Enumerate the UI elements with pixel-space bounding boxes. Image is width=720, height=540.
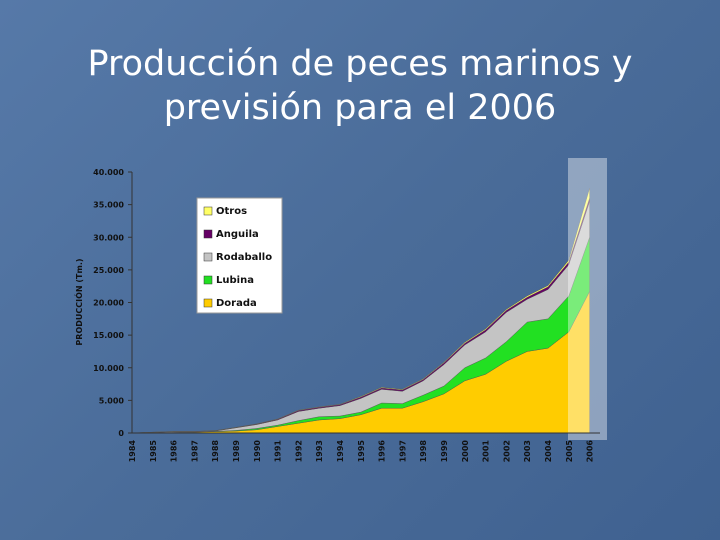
x-tick-label: 2000 [461, 440, 470, 463]
x-tick-label: 2001 [482, 440, 491, 463]
y-axis-label: PRODUCCIÓN (Tm.) [73, 258, 84, 345]
x-tick-label: 1984 [128, 440, 137, 463]
x-tick-label: 1987 [190, 440, 199, 462]
x-tick-label: 1999 [440, 440, 449, 463]
x-tick-label: 1989 [232, 440, 241, 463]
slide-title: Producción de peces marinos y previsión … [87, 44, 633, 128]
y-tick-label: 5.000 [99, 396, 125, 405]
y-tick-label: 35.000 [93, 201, 124, 210]
x-tick-label: 1991 [274, 440, 283, 463]
legend-label: Rodaballo [216, 252, 272, 263]
x-tick-label: 1998 [419, 440, 428, 463]
x-tick-label: 2006 [586, 440, 595, 463]
x-tick-label: 1995 [357, 440, 366, 463]
x-tick-label: 1988 [211, 440, 220, 463]
x-tick-label: 1996 [378, 440, 387, 463]
x-tick-label: 1994 [336, 440, 345, 463]
legend-swatch [203, 229, 213, 239]
y-tick-label: 15.000 [93, 331, 124, 340]
legend-label: Lubina [216, 275, 254, 286]
legend-swatch [203, 206, 213, 216]
area [131, 188, 590, 434]
legend-label: Anguila [216, 229, 259, 240]
x-tick-label: 1997 [398, 440, 407, 462]
forecast-highlight [568, 158, 607, 440]
legend-label: Dorada [216, 298, 257, 309]
legend-swatch [203, 252, 213, 262]
legend-label: Otros [216, 206, 247, 217]
y-tick-label: 20.000 [93, 299, 124, 308]
y-tick-label: 10.000 [93, 364, 124, 373]
y-tick-label: 40.000 [93, 168, 124, 177]
x-tick-label: 1985 [149, 440, 158, 463]
x-tick-label: 1990 [253, 440, 262, 463]
legend-swatch [203, 298, 213, 308]
x-tick-label: 1992 [294, 440, 303, 462]
legend-swatch [203, 275, 213, 285]
y-tick-label: 30.000 [93, 233, 124, 242]
x-tick-label: 2005 [565, 440, 574, 463]
x-tick-label: 2003 [523, 440, 532, 462]
y-tick-label: 25.000 [93, 266, 124, 275]
x-tick-label: 1993 [315, 440, 324, 462]
x-tick-label: 1986 [170, 440, 179, 463]
x-tick-label: 2002 [502, 440, 511, 462]
y-tick-label: 0 [118, 429, 124, 438]
x-tick-label: 2004 [544, 440, 553, 463]
